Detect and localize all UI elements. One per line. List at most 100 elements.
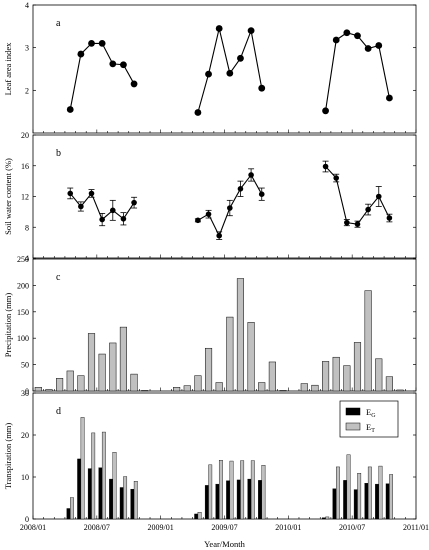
bar bbox=[173, 387, 181, 392]
data-point bbox=[365, 206, 371, 213]
panel-letter: b bbox=[56, 148, 61, 159]
data-point bbox=[215, 25, 223, 32]
bar bbox=[77, 375, 85, 392]
data-point bbox=[344, 219, 350, 226]
data-point bbox=[226, 69, 234, 77]
data-point bbox=[120, 61, 127, 69]
data-point bbox=[375, 42, 383, 49]
bar bbox=[109, 342, 117, 392]
data-point bbox=[88, 40, 95, 47]
data-point bbox=[77, 50, 85, 58]
data-point bbox=[216, 232, 222, 239]
y-tick-label: 20 bbox=[21, 431, 29, 440]
bar-ET bbox=[325, 516, 330, 520]
x-axis-title: Year/Month bbox=[204, 539, 245, 549]
data-point bbox=[120, 215, 127, 222]
bar-EG bbox=[226, 480, 231, 520]
bar-EG bbox=[119, 487, 124, 520]
bar bbox=[247, 322, 255, 392]
legend-label: EG bbox=[366, 407, 376, 419]
bar-EG bbox=[87, 468, 92, 520]
y-tick-label: 2 bbox=[25, 86, 29, 95]
plot-frame bbox=[32, 134, 417, 259]
x-tick-label: 2010/01 bbox=[275, 523, 301, 532]
y-tick-label: 3 bbox=[25, 44, 29, 53]
y-tick-label: 16 bbox=[21, 162, 29, 171]
data-point bbox=[109, 207, 116, 214]
panel-letter: d bbox=[56, 406, 61, 417]
x-tick-label: 2008/01 bbox=[20, 523, 46, 532]
y-tick-label: 10 bbox=[21, 473, 29, 482]
bar-ET bbox=[80, 417, 85, 520]
bar bbox=[322, 361, 330, 392]
bar-EG bbox=[321, 517, 326, 520]
y-tick-label: 12 bbox=[21, 193, 29, 202]
bar-EG bbox=[215, 483, 220, 520]
y-tick-label: 250 bbox=[17, 255, 29, 264]
data-point bbox=[343, 29, 351, 37]
panel-d-transpiration: 0 10 20 30 Transpiration (mm) d EG ET bbox=[3, 389, 417, 524]
bar bbox=[332, 356, 340, 392]
data-point bbox=[375, 193, 382, 200]
bar-ET bbox=[378, 465, 383, 520]
bar-ET bbox=[133, 481, 138, 520]
data-point bbox=[205, 70, 212, 78]
data-point bbox=[333, 175, 340, 181]
data-point bbox=[322, 163, 329, 170]
panel-letter: c bbox=[56, 272, 61, 283]
bar-ET bbox=[229, 460, 234, 520]
bar bbox=[279, 390, 287, 392]
bar bbox=[353, 342, 362, 392]
y-tick-label: 50 bbox=[21, 361, 29, 370]
data-point bbox=[322, 107, 329, 115]
bar-ET bbox=[250, 460, 255, 520]
bar bbox=[258, 382, 266, 392]
bar bbox=[130, 373, 138, 392]
bar-EG bbox=[77, 458, 82, 520]
bar-ET bbox=[112, 452, 117, 520]
bar bbox=[98, 353, 106, 392]
bar bbox=[66, 370, 74, 392]
y-tick-label: 4 bbox=[25, 1, 29, 10]
bar-EG bbox=[236, 479, 241, 520]
bar-EG bbox=[204, 485, 209, 520]
data-point bbox=[131, 199, 137, 206]
bar-ET bbox=[336, 466, 340, 520]
bar-ET bbox=[357, 473, 362, 520]
bar bbox=[226, 316, 234, 392]
bar bbox=[385, 376, 393, 392]
x-tick-label: 2010/07 bbox=[339, 523, 365, 532]
y-tick-label: 150 bbox=[17, 308, 29, 317]
plot-frame bbox=[32, 4, 417, 134]
bar-ET bbox=[389, 474, 394, 520]
bar-EG bbox=[194, 513, 199, 520]
data-point bbox=[205, 211, 212, 217]
legend-label-subscript: G bbox=[371, 413, 376, 419]
y-tick-label: 0 bbox=[25, 387, 29, 396]
bar bbox=[268, 361, 276, 392]
data-point bbox=[99, 216, 105, 223]
panel-letter: a bbox=[56, 18, 61, 29]
x-tick-label: 2009/01 bbox=[148, 523, 174, 532]
bar bbox=[396, 389, 404, 392]
bar bbox=[375, 358, 383, 392]
bar-EG bbox=[66, 508, 71, 520]
panel-c-precipitation: 0 50 100 150 200 250 Precipitation (mm) c bbox=[3, 255, 417, 396]
data-point bbox=[194, 109, 202, 116]
bar-ET bbox=[208, 464, 213, 520]
bar bbox=[34, 387, 42, 392]
data-point bbox=[237, 186, 244, 192]
data-point bbox=[386, 215, 393, 221]
bar-EG bbox=[130, 488, 135, 520]
data-point bbox=[258, 84, 266, 92]
bar-ET bbox=[218, 460, 223, 520]
bar-EG bbox=[98, 467, 103, 520]
bar bbox=[87, 333, 96, 392]
bar-EG bbox=[258, 480, 262, 520]
y-axis-title: Leaf area index bbox=[3, 42, 13, 96]
bar-ET bbox=[346, 454, 351, 520]
y-tick-label: 100 bbox=[17, 334, 29, 343]
bar bbox=[300, 383, 308, 392]
bar-EG bbox=[247, 478, 252, 520]
